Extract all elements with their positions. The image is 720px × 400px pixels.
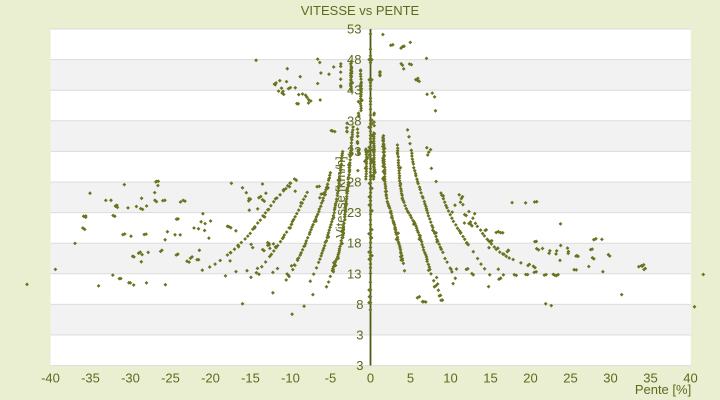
svg-text:-25: -25 bbox=[161, 371, 180, 386]
svg-text:30: 30 bbox=[603, 371, 617, 386]
svg-text:40: 40 bbox=[683, 371, 697, 386]
svg-text:10: 10 bbox=[443, 371, 457, 386]
svg-text:23: 23 bbox=[347, 205, 361, 220]
svg-text:-35: -35 bbox=[81, 371, 100, 386]
svg-text:-30: -30 bbox=[121, 371, 140, 386]
svg-text:13: 13 bbox=[347, 266, 361, 281]
svg-text:5: 5 bbox=[407, 371, 414, 386]
svg-text:25: 25 bbox=[563, 371, 577, 386]
svg-text:0: 0 bbox=[367, 371, 374, 386]
svg-text:VITESSE vs PENTE: VITESSE vs PENTE bbox=[301, 3, 420, 18]
svg-text:53: 53 bbox=[347, 22, 361, 37]
svg-text:48: 48 bbox=[347, 52, 361, 67]
svg-text:28: 28 bbox=[347, 175, 361, 190]
svg-text:35: 35 bbox=[643, 371, 657, 386]
svg-text:8: 8 bbox=[356, 297, 363, 312]
svg-text:18: 18 bbox=[347, 236, 361, 251]
svg-text:Pente [%]: Pente [%] bbox=[635, 382, 691, 397]
svg-text:-40: -40 bbox=[41, 371, 60, 386]
svg-text:20: 20 bbox=[523, 371, 537, 386]
svg-text:15: 15 bbox=[483, 371, 497, 386]
svg-text:3: 3 bbox=[356, 328, 363, 343]
svg-text:-5: -5 bbox=[325, 371, 337, 386]
svg-text:-20: -20 bbox=[201, 371, 220, 386]
svg-text:-15: -15 bbox=[241, 371, 260, 386]
svg-text:3: 3 bbox=[356, 358, 363, 373]
svg-text:-10: -10 bbox=[281, 371, 300, 386]
